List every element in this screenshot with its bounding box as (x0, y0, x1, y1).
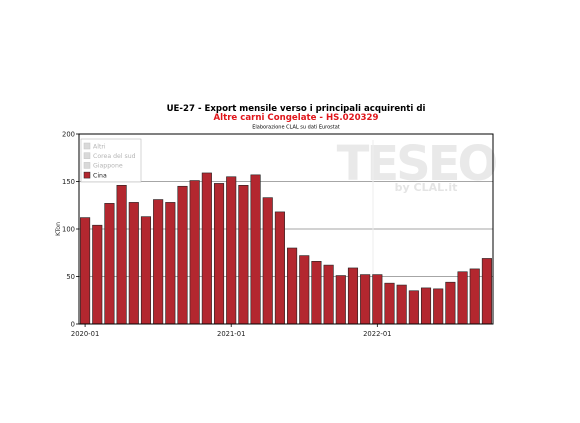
bar (384, 282, 395, 325)
bar (213, 183, 225, 325)
bar (128, 202, 139, 325)
bar (80, 217, 91, 325)
watermark-sub-text: by CLAL.it (395, 181, 458, 194)
x-tick-label: 2020-01 (71, 330, 99, 338)
bar (347, 267, 359, 325)
bar (311, 260, 322, 325)
y-tick-label: 0 (71, 320, 75, 328)
bar (226, 176, 237, 325)
legend: Altri Corea del sud Giappone Cina (80, 138, 142, 183)
bar (481, 258, 492, 325)
legend-swatch[interactable] (83, 142, 91, 150)
bar (360, 274, 371, 325)
bar (408, 290, 419, 325)
bar (299, 255, 310, 325)
chart-source-note: Elaborazione CLAL su dati Eurostat (252, 125, 340, 131)
bar (420, 287, 432, 325)
bars (80, 172, 492, 325)
bar (116, 185, 127, 325)
y-tick-label: 150 (62, 178, 75, 186)
teseo-watermark-logo: TESEO by CLAL.it (337, 136, 500, 194)
axes: 0 50 100 150 200 2020-01 2021-01 2022-01 (62, 130, 494, 338)
legend-swatch[interactable] (83, 152, 91, 159)
bar (140, 216, 152, 325)
legend-label[interactable]: Corea del sud (93, 153, 136, 160)
bar (323, 264, 334, 325)
y-axis-label: KTon (55, 222, 62, 236)
y-tick-label: 50 (66, 273, 75, 281)
legend-swatch[interactable] (83, 162, 91, 169)
bar (262, 197, 273, 325)
bar (469, 268, 480, 325)
plot-frame (78, 133, 494, 325)
legend-label[interactable]: Cina (93, 172, 107, 179)
legend-swatch[interactable] (83, 171, 91, 179)
bar (165, 202, 176, 325)
bar (433, 288, 444, 325)
chart-title: UE-27 - Export mensile verso i principal… (167, 104, 426, 114)
bar (287, 247, 298, 325)
bar (104, 203, 115, 325)
bar (372, 274, 383, 325)
bar (335, 275, 346, 325)
x-tick-label: 2021-01 (217, 330, 245, 338)
y-tick-label: 200 (62, 130, 75, 138)
legend-box (80, 138, 142, 183)
bar (250, 174, 261, 325)
x-tick-label: 2022-01 (363, 330, 391, 338)
bar (445, 281, 456, 325)
watermark-main-text: TESEO (337, 136, 497, 192)
legend-label[interactable]: Giappone (93, 163, 123, 170)
bar (238, 185, 249, 325)
bar (153, 199, 164, 325)
bar (396, 284, 407, 325)
bar (201, 172, 212, 325)
bar (177, 185, 188, 325)
bar (189, 180, 200, 325)
bar (274, 211, 285, 325)
bar (457, 271, 468, 325)
bar (92, 224, 103, 325)
y-tick-label: 100 (62, 225, 75, 233)
chart-subtitle: Altre carni Congelate - HS.020329 (213, 113, 378, 123)
legend-label[interactable]: Altri (93, 143, 106, 150)
